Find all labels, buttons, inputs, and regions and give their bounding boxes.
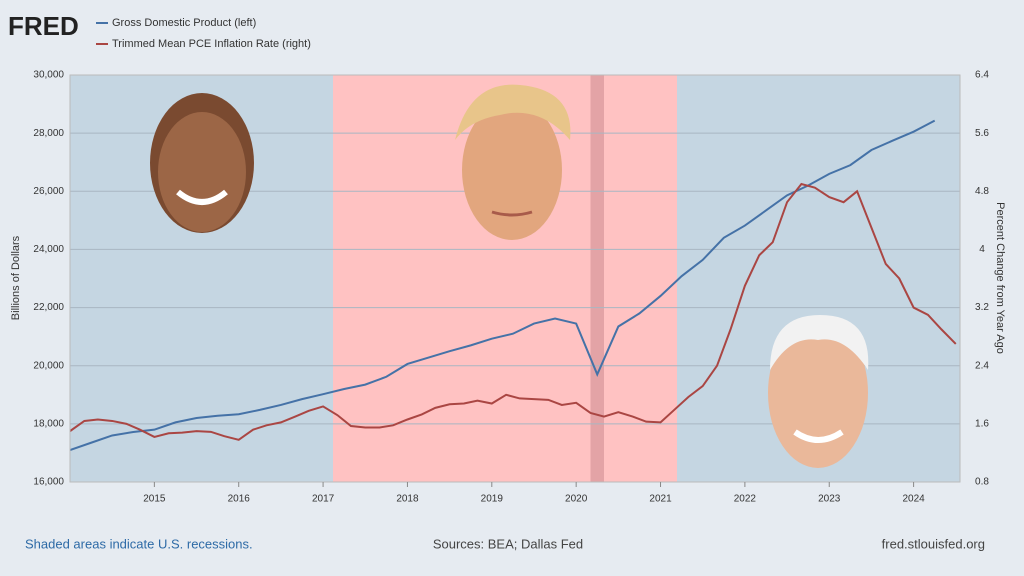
footer-note: Shaded areas indicate U.S. recessions. — [25, 536, 253, 551]
y2-axis-title: Percent Change from Year Ago — [994, 202, 1006, 354]
y-tick-label: 24,000 — [33, 244, 64, 255]
x-tick-label: 2021 — [649, 494, 672, 505]
y2-tick-label: 5.6 — [975, 128, 989, 139]
y-tick-label: 28,000 — [33, 128, 64, 139]
y-tick-label: 20,000 — [33, 360, 64, 371]
y2-tick-label: 2.4 — [975, 360, 989, 371]
y2-tick-label: 6.4 — [975, 70, 989, 81]
logo: FRED — [8, 11, 79, 41]
y2-tick-label: 3.2 — [975, 302, 989, 313]
x-tick-label: 2018 — [396, 494, 419, 505]
series-line — [69, 119, 936, 451]
y2-tick-label: 4.8 — [975, 186, 989, 197]
y-tick-label: 18,000 — [33, 418, 64, 429]
portrait — [150, 93, 254, 233]
x-tick-label: 2016 — [228, 494, 251, 505]
y-tick-label: 26,000 — [33, 186, 64, 197]
x-tick-label: 2017 — [312, 494, 335, 505]
recession-band — [590, 75, 604, 482]
x-tick-label: 2024 — [902, 494, 925, 505]
series-line — [69, 182, 957, 441]
portrait — [455, 84, 571, 240]
y-tick-label: 30,000 — [33, 70, 64, 81]
y2-tick-label: 1.6 — [975, 418, 989, 429]
y-axis-title: Billions of Dollars — [10, 235, 22, 320]
footer-url: fred.stlouisfed.org — [882, 536, 985, 551]
y2-tick-label: 0.8 — [975, 477, 989, 488]
legend-label: Gross Domestic Product (left) — [112, 17, 256, 29]
legend-label: Trimmed Mean PCE Inflation Rate (right) — [112, 38, 311, 50]
y2-tick-label: 4 — [979, 244, 985, 255]
portrait — [768, 315, 869, 468]
y-tick-label: 16,000 — [33, 477, 64, 488]
x-tick-label: 2022 — [734, 494, 757, 505]
y-tick-label: 22,000 — [33, 302, 64, 313]
x-tick-label: 2020 — [565, 494, 588, 505]
x-tick-label: 2023 — [818, 494, 841, 505]
footer-sources: Sources: BEA; Dallas Fed — [433, 536, 583, 551]
plot-frame — [69, 74, 961, 483]
x-tick-label: 2019 — [481, 494, 504, 505]
x-tick-label: 2015 — [143, 494, 166, 505]
